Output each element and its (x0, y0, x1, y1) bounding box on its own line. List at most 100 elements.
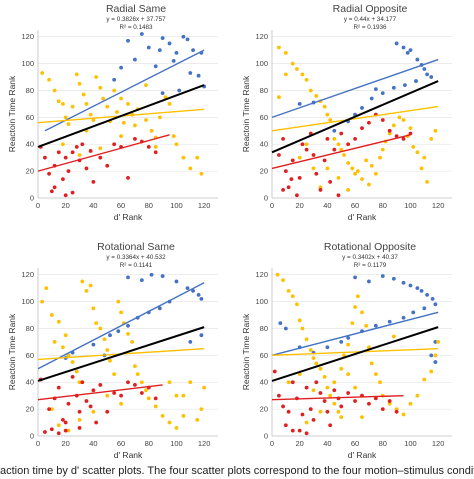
data-point (433, 360, 438, 364)
data-point (373, 171, 378, 176)
y-tick-label: 60 (26, 351, 34, 360)
data-point (430, 297, 435, 301)
data-point (160, 274, 165, 278)
data-point (278, 321, 283, 326)
x-axis-label: d' Rank (114, 450, 143, 460)
data-point (91, 388, 96, 393)
data-point (304, 431, 309, 436)
data-point (286, 409, 291, 414)
data-point (181, 155, 186, 160)
data-point (350, 166, 355, 171)
data-point (422, 306, 427, 311)
data-point (146, 45, 151, 50)
data-point (199, 171, 204, 176)
data-point (425, 292, 429, 297)
data-point (88, 283, 93, 288)
regression-equation: y = 0.3826x + 37.757 (106, 16, 166, 23)
data-point (80, 142, 85, 147)
data-point (130, 340, 135, 344)
data-point (84, 166, 89, 171)
data-point (346, 342, 351, 347)
data-point (422, 67, 427, 71)
data-point (126, 380, 130, 385)
data-point (112, 77, 117, 82)
data-point (311, 356, 316, 360)
trend-line (37, 84, 205, 148)
data-point (121, 120, 126, 125)
data-point (332, 380, 337, 385)
data-point (66, 401, 71, 406)
y-tick-label: 20 (26, 167, 34, 176)
data-point (149, 128, 154, 133)
data-point (174, 393, 179, 398)
data-point (160, 91, 165, 96)
data-point (105, 348, 110, 352)
data-point (126, 102, 130, 106)
trend-line (37, 134, 170, 172)
data-point (74, 72, 79, 77)
data-point (105, 163, 110, 168)
data-point (328, 118, 333, 122)
data-point (367, 279, 371, 284)
data-point (84, 288, 89, 293)
data-point (181, 413, 186, 418)
y-axis-label: Reactoin Time Rank (241, 313, 251, 390)
data-point (91, 306, 96, 311)
data-point (77, 417, 82, 422)
data-point (91, 118, 96, 122)
data-point (429, 75, 434, 79)
data-point (47, 77, 51, 82)
data-point (66, 428, 71, 433)
data-point (119, 65, 123, 70)
data-point (174, 50, 179, 55)
data-point (281, 136, 285, 141)
data-point (84, 399, 89, 403)
data-point (391, 334, 396, 339)
x-tick-label: 100 (404, 201, 417, 210)
r-squared-label: R² = 0.1179 (354, 262, 387, 269)
y-tick-label: 0 (30, 194, 34, 203)
data-point (171, 59, 176, 63)
data-point (47, 407, 51, 412)
data-point (332, 401, 337, 406)
data-point (84, 102, 89, 106)
data-point (328, 179, 333, 184)
data-point (126, 38, 130, 43)
data-point (339, 366, 344, 371)
data-point (415, 286, 420, 291)
data-point (290, 158, 295, 163)
data-point (387, 401, 392, 406)
data-point (191, 288, 195, 293)
data-point (52, 185, 57, 190)
data-point (283, 169, 288, 174)
data-point (387, 319, 392, 324)
scatter-panel: 0 20 40 60 80 100 120 0 20 40 60 80 100 120 d' Rank Rea… (7, 3, 218, 222)
data-point (283, 423, 288, 428)
scatter-panel: 0 20 40 60 80 100 120 0 20 40 60 80 100 120 d' Rank Rea… (241, 3, 452, 222)
data-point (401, 45, 406, 50)
data-point (199, 333, 204, 338)
data-point (283, 72, 288, 77)
data-point (98, 146, 103, 151)
data-point (304, 337, 309, 342)
data-point (422, 155, 427, 160)
data-point (429, 353, 434, 358)
data-point (408, 48, 413, 53)
y-tick-label: 0 (264, 194, 268, 203)
data-point (391, 123, 396, 128)
data-point (139, 278, 144, 282)
y-tick-label: 40 (260, 140, 268, 149)
data-point (277, 95, 281, 100)
data-point (401, 136, 406, 141)
trend-line (37, 326, 205, 382)
data-point (322, 374, 327, 379)
data-point (98, 383, 103, 387)
data-point (81, 92, 86, 97)
y-axis-label: Reactoin Time Rank (241, 75, 251, 152)
data-point (314, 93, 319, 98)
x-tick-label: 100 (404, 439, 417, 448)
x-tick-label: 80 (379, 201, 387, 210)
data-point (408, 401, 413, 406)
y-axis-label: Reactoin Time Rank (7, 75, 17, 152)
data-point (112, 372, 117, 377)
